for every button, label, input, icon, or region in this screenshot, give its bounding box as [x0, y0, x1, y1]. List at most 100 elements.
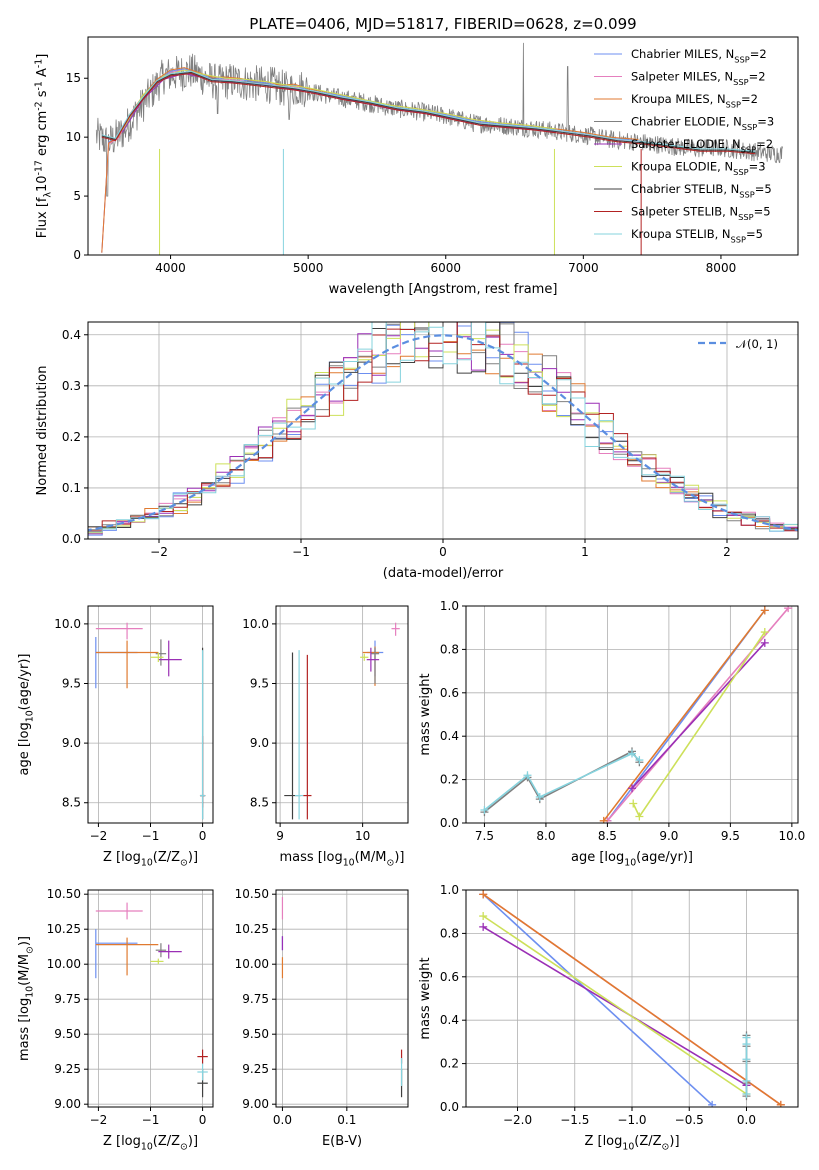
mass-weight-line	[482, 893, 713, 1106]
model-spectrum-line	[101, 68, 639, 253]
panel-mass_vs_Z: −2 −1 0 9.00 9.25 9.50 9.75 10.00 10.25 10.50 Z [l…	[17, 887, 214, 1153]
data-point	[197, 1063, 208, 1081]
x-tick-label: 0.0	[273, 1113, 292, 1127]
y-tick-label: 5	[73, 189, 81, 203]
x-tick-label: 0	[439, 545, 447, 559]
axes-frame	[87, 605, 214, 824]
mass-weight-marker	[635, 756, 644, 765]
x-tick-label: −2.0	[503, 1113, 532, 1127]
plot-area	[479, 890, 785, 1107]
legend-label: Chabrier MILES, NSSP=2	[631, 47, 767, 65]
x-tick-label: 0	[199, 1113, 207, 1127]
plot-area	[284, 622, 400, 820]
data-point	[150, 652, 164, 663]
y-tick-label: 0.8	[440, 642, 459, 656]
mass-weight-marker	[479, 912, 488, 921]
mass-weight-line	[606, 607, 789, 822]
chart-title: PLATE=0406, MJD=51817, FIBERID=0628, z=0…	[249, 15, 636, 33]
y-tick-label: 9.5	[62, 677, 81, 691]
y-tick-label: 1.0	[440, 883, 459, 897]
plot-area	[95, 902, 208, 1098]
x-tick-label: −2	[90, 1113, 108, 1127]
axes-frame	[275, 605, 409, 824]
x-axis-label: Z [log10(Z/Z⊙)]	[103, 850, 198, 869]
legend: 𝒩(0, 1)	[698, 337, 778, 351]
data-point	[284, 652, 301, 820]
axes-frame	[87, 889, 214, 1108]
mass-weight-marker	[635, 812, 644, 821]
model-spectrum-line	[101, 71, 756, 153]
y-tick-label: 9.50	[54, 1027, 81, 1041]
y-tick-label: 10.0	[242, 617, 269, 631]
mass-weight-line	[603, 609, 766, 822]
legend-label: Salpeter STELIB, NSSP=5	[631, 205, 771, 223]
x-tick-label: 9.0	[659, 829, 678, 843]
x-tick-label: −0.5	[675, 1113, 704, 1127]
mass-weight-marker	[760, 638, 769, 647]
mass-weight-marker	[523, 771, 532, 780]
mass-weight-marker	[628, 749, 636, 758]
y-tick-label: 10.50	[235, 887, 269, 901]
y-tick-label: 10.00	[235, 957, 269, 971]
axes-frame	[275, 889, 409, 1108]
data-point	[197, 1049, 208, 1064]
y-tick-label: 0.1	[62, 481, 81, 495]
panel-spectrum: 4000 5000 6000 7000 8000 0 5 10 15 wavelength [An…	[34, 15, 799, 297]
data-point	[370, 647, 380, 684]
x-tick-label: −1	[292, 545, 310, 559]
data-point	[158, 640, 182, 677]
x-axis-label: E(B-V)	[322, 1134, 362, 1149]
y-axis-label: Flux [fλ10-17 erg cm-2 s-1 A-1]	[34, 54, 54, 239]
x-tick-label: 6000	[430, 261, 461, 275]
mass-weight-marker	[742, 1089, 751, 1098]
mass-weight-line	[482, 926, 747, 1086]
x-tick-label: 10	[355, 829, 370, 843]
legend: Chabrier MILES, NSSP=2 Salpeter MILES, NS…	[594, 47, 774, 245]
x-tick-label: 9	[276, 829, 284, 843]
mass-weight-line	[631, 642, 766, 789]
y-tick-label: 0.4	[440, 1013, 459, 1027]
legend-label: Chabrier STELIB, NSSP=5	[631, 182, 772, 200]
y-tick-label: 9.50	[242, 1027, 269, 1041]
data-point	[95, 622, 143, 640]
plot-area	[281, 897, 403, 1098]
model-spectrum-line	[101, 70, 756, 152]
axes-frame	[465, 605, 799, 824]
legend-label: 𝒩(0, 1)	[736, 337, 778, 351]
model-spectrum-line	[101, 67, 639, 253]
y-tick-label: 9.75	[54, 992, 81, 1006]
mass-weight-marker	[784, 606, 793, 613]
axes-frame	[87, 36, 799, 256]
x-tick-label: −2	[150, 545, 168, 559]
data-point	[95, 640, 159, 689]
y-tick-label: 10.50	[47, 887, 81, 901]
x-tick-label: 5000	[293, 261, 324, 275]
data-point	[360, 653, 369, 661]
mass-weight-marker	[742, 1033, 751, 1042]
y-tick-label: 0.6	[440, 686, 459, 700]
y-tick-label: 8.5	[250, 796, 269, 810]
y-tick-label: 0.0	[440, 816, 459, 830]
panel-age_vs_Z: −2 −1 0 8.5 9.0 9.5 10.0 Z [log10(Z/Z⊙)] age [lo…	[17, 605, 214, 869]
data-point	[150, 958, 164, 965]
plot-area	[88, 322, 798, 538]
data-point	[95, 902, 143, 920]
x-axis-label: (data-model)/error	[383, 566, 504, 581]
legend-label: Salpeter ELODIE, NSSP=2	[631, 137, 773, 155]
legend-label: Kroupa STELIB, NSSP=5	[631, 227, 763, 245]
y-tick-label: 0.4	[440, 729, 459, 743]
data-point	[294, 650, 304, 820]
y-tick-label: 8.5	[62, 796, 81, 810]
histogram-step	[88, 322, 798, 537]
x-tick-label: 8000	[706, 261, 737, 275]
legend-label: Chabrier ELODIE, NSSP=3	[631, 115, 774, 133]
y-tick-label: 0.6	[440, 970, 459, 984]
x-tick-label: −1	[142, 1113, 160, 1127]
x-tick-label: 8.5	[598, 829, 617, 843]
panel-weight_vs_age: 7.5 8.0 8.5 9.0 9.5 10.0 0.0 0.2 0.4 0.6 0.8 1.0 age…	[418, 599, 805, 869]
x-tick-label: 10.0	[778, 829, 805, 843]
legend-label: Salpeter MILES, NSSP=2	[631, 70, 766, 88]
y-tick-label: 9.25	[54, 1062, 81, 1076]
x-tick-label: −1.0	[617, 1113, 646, 1127]
